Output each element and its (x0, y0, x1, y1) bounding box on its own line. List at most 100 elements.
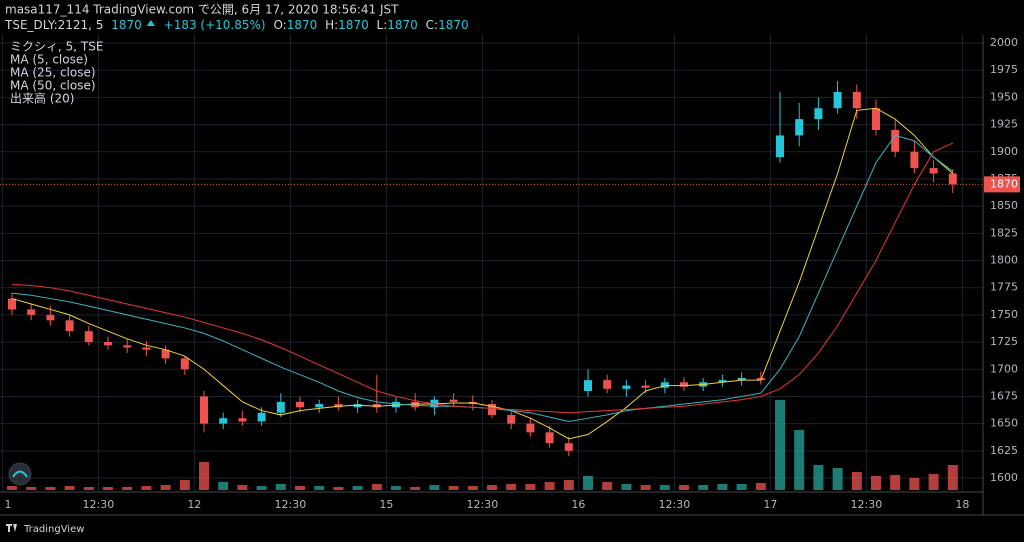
y-tick-label: 1925 (990, 118, 1018, 131)
volume-bar (275, 484, 286, 490)
candle-body (584, 380, 592, 391)
y-tick-label: 1725 (990, 335, 1018, 348)
volume-bar (832, 468, 843, 490)
legend-ma5: MA (5, close) (10, 53, 88, 67)
c-value: 1870 (438, 18, 469, 32)
candle-body (161, 349, 170, 359)
volume-bar (659, 485, 670, 490)
candle-body (814, 108, 823, 120)
volume-bar (103, 487, 113, 490)
candle-body (718, 380, 727, 383)
candle-body (737, 377, 746, 381)
volume-bar (352, 486, 363, 490)
volume-bar (83, 487, 94, 490)
y-tick-label: 1975 (990, 63, 1018, 76)
volume-bar (602, 482, 613, 490)
candle-body (372, 404, 381, 408)
header-line2: TSE_DLY:2121, 5 1870 +183 (+10.85%) O:18… (4, 18, 469, 32)
candle-body (603, 380, 612, 389)
y-tick-label: 1650 (990, 417, 1018, 430)
volume-bar (640, 485, 651, 490)
candle-body (680, 382, 688, 387)
y-tick-label: 2000 (990, 36, 1018, 49)
volume-bar (391, 486, 401, 490)
volume-bar (947, 465, 958, 490)
candle-body (545, 432, 554, 444)
volume-bar (717, 484, 728, 490)
volume-bar (7, 486, 17, 490)
candle-body (296, 401, 304, 408)
x-tick-label: 12:30 (851, 498, 883, 511)
l-label: L: (377, 18, 388, 32)
candle-body (276, 401, 285, 413)
x-tick-label: 18 (955, 498, 969, 511)
up-arrow-icon (146, 20, 155, 26)
candle-body (564, 443, 573, 451)
candle-body (84, 331, 93, 343)
candle-body (238, 418, 247, 422)
volume-bar (679, 485, 689, 490)
header-line1: masa117_114 TradingView.com で公開, 6月 17, … (5, 3, 399, 17)
grid (0, 35, 983, 492)
candle-body (776, 135, 784, 158)
candle-body (795, 119, 804, 136)
volume-bar (467, 486, 478, 490)
candle-body (622, 385, 631, 389)
volume-bar (525, 484, 536, 490)
y-tick-label: 1900 (990, 145, 1018, 158)
volume-bar (544, 482, 555, 490)
candle-body (507, 414, 516, 424)
x-tick-label: 12:30 (467, 498, 499, 511)
ma-line (11, 107, 954, 440)
volume-bar (813, 465, 824, 490)
volume-bar (45, 487, 56, 490)
c-label: C: (426, 18, 438, 32)
ma-line (11, 142, 954, 414)
candle-body (219, 418, 228, 424)
volume-bar (26, 487, 37, 490)
volume-bar (487, 485, 497, 490)
x-tick-label: 16 (571, 498, 585, 511)
candle-body (65, 320, 74, 332)
volume-bar (775, 400, 785, 490)
watermark: TradingView (23, 524, 84, 535)
h-value: 1870 (338, 18, 369, 32)
volume-bar (621, 484, 632, 490)
volume-bar (429, 485, 440, 490)
volume-bar (218, 482, 229, 490)
volume-bar (371, 484, 382, 490)
volume-bar (122, 487, 133, 490)
y-tick-label: 1600 (990, 471, 1018, 484)
logo-badge[interactable] (8, 462, 32, 486)
volume-bar (333, 487, 344, 490)
candle-body (872, 108, 880, 130)
candle-body (257, 412, 266, 422)
volume-bar (583, 476, 593, 490)
volume-bar (563, 480, 574, 490)
y-tick-label: 1775 (990, 281, 1018, 294)
symbol: TSE_DLY:2121, 5 (4, 18, 103, 32)
candle-body (353, 404, 362, 408)
candle-body (910, 151, 919, 169)
legend-title: ミクシィ, 5, TSE (10, 40, 103, 54)
change: +183 (+10.85%) (164, 18, 266, 32)
plot (0, 81, 983, 490)
candle-body (660, 382, 669, 388)
candle-body (449, 399, 458, 402)
candle-body (315, 404, 324, 408)
legend-ma25: MA (25, close) (10, 66, 96, 80)
x-tick-label: 17 (763, 498, 777, 511)
candle-body (8, 298, 16, 310)
candle-body (411, 401, 420, 408)
x-tick-label: 15 (379, 498, 393, 511)
candle-body (27, 309, 36, 315)
candle-body (852, 91, 861, 109)
volume-bar (295, 486, 305, 490)
candle-body (142, 347, 151, 350)
last-price-box (984, 176, 1020, 193)
legend-ma50: MA (50, close) (10, 79, 96, 93)
h-label: H: (325, 18, 338, 32)
l-value: 1870 (387, 18, 418, 32)
